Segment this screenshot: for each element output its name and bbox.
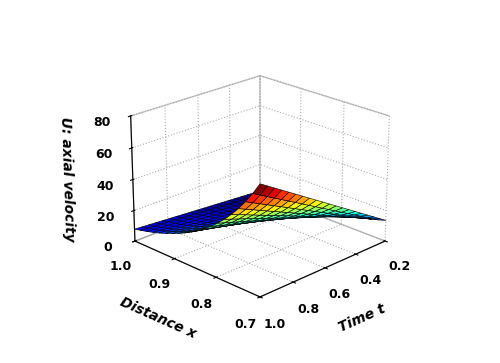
- X-axis label: Time t: Time t: [337, 302, 388, 335]
- Y-axis label: Distance x: Distance x: [118, 295, 198, 342]
